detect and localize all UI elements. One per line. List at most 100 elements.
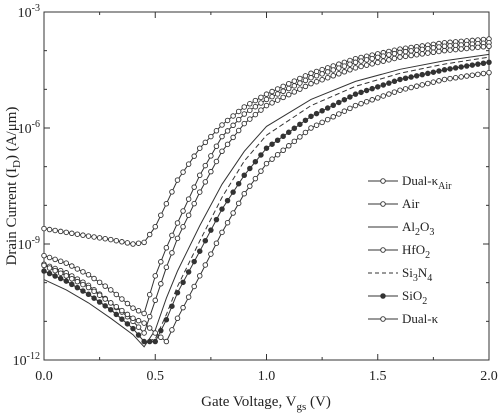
data-point (158, 259, 164, 265)
legend-label: SiO2 (402, 288, 427, 307)
data-point (85, 291, 92, 298)
data-point (69, 263, 75, 269)
x-tick-label: 0.5 (147, 369, 165, 384)
data-point (102, 303, 108, 309)
data-point (291, 83, 298, 89)
data-point (363, 98, 370, 105)
data-point (352, 59, 359, 66)
data-point (80, 232, 86, 238)
legend: Dual-κAir Air Al2O3 HfO2 Si3N4 SiO2 Dual-κ (368, 173, 452, 326)
data-point (286, 143, 292, 149)
data-point (369, 55, 375, 62)
data-point (224, 141, 231, 148)
data-point (413, 73, 420, 79)
data-point (69, 281, 75, 288)
data-point (336, 111, 342, 117)
data-point (480, 60, 487, 66)
data-point (130, 315, 136, 322)
data-point (213, 143, 220, 149)
data-point (286, 129, 292, 136)
data-point (386, 52, 392, 58)
data-point (230, 189, 236, 195)
legend-marker (380, 201, 386, 207)
data-point (247, 165, 253, 172)
data-point (146, 231, 153, 238)
data-point (74, 284, 81, 291)
data-point (52, 227, 58, 234)
data-point (341, 108, 348, 114)
data-point (208, 227, 214, 233)
data-point (113, 303, 120, 310)
data-point (102, 296, 108, 302)
data-point (169, 232, 175, 239)
data-point (169, 327, 175, 333)
data-point (425, 70, 431, 77)
data-point (141, 320, 147, 326)
legend-item-5: Si3N4 (368, 265, 432, 284)
data-point (96, 279, 103, 286)
x-axis-title-sub: gs (297, 401, 307, 413)
data-point (286, 91, 292, 98)
data-point (80, 288, 86, 294)
data-point (302, 73, 309, 79)
data-point (158, 334, 164, 341)
x-tick-label: 1.0 (258, 369, 276, 384)
legend-label: HfO2 (402, 242, 430, 261)
data-point (196, 189, 203, 195)
data-point (107, 300, 114, 306)
data-point (486, 43, 492, 50)
legend-marker (380, 293, 386, 299)
data-point (119, 239, 125, 245)
data-point (74, 231, 81, 237)
data-point (330, 67, 337, 73)
data-point (213, 158, 220, 165)
data-point (46, 254, 53, 261)
data-point (196, 273, 203, 279)
data-point (57, 270, 64, 276)
legend-item-3: Al2O3 (368, 219, 434, 238)
data-point (363, 62, 370, 68)
data-point (397, 49, 403, 56)
data-point (464, 73, 470, 79)
data-point (41, 268, 47, 274)
data-point (146, 313, 153, 320)
data-point (475, 71, 481, 78)
data-point (152, 297, 158, 304)
data-point (352, 91, 359, 97)
data-point (85, 233, 92, 239)
data-point (85, 284, 92, 291)
data-point (308, 70, 314, 77)
data-point (119, 296, 125, 302)
series-3 (43, 53, 490, 348)
data-point (319, 71, 325, 77)
data-point (230, 122, 236, 129)
data-point (107, 306, 114, 313)
y-axis-title-unit: ) (A/μm) (4, 107, 20, 160)
legend-item-4: HfO2 (368, 242, 430, 261)
legend-label: Dual-κAir (402, 173, 452, 192)
data-point (375, 54, 381, 61)
data-point (419, 82, 426, 88)
data-point (141, 338, 147, 345)
data-point (397, 54, 403, 60)
x-tick-label: 0.0 (35, 369, 53, 384)
data-point (191, 184, 197, 190)
data-point (347, 67, 353, 73)
data-point (63, 260, 70, 266)
data-point (91, 275, 97, 282)
data-point (46, 265, 53, 271)
data-point (80, 269, 86, 275)
data-point (258, 152, 264, 158)
data-point (319, 119, 325, 126)
data-point (280, 147, 286, 154)
data-point (297, 86, 303, 92)
data-point (113, 237, 120, 244)
data-point (469, 62, 476, 68)
data-point (280, 94, 286, 101)
data-point (130, 241, 136, 247)
data-point (219, 148, 225, 155)
legend-marker (380, 316, 386, 322)
data-point (247, 116, 253, 122)
data-point (280, 83, 286, 90)
